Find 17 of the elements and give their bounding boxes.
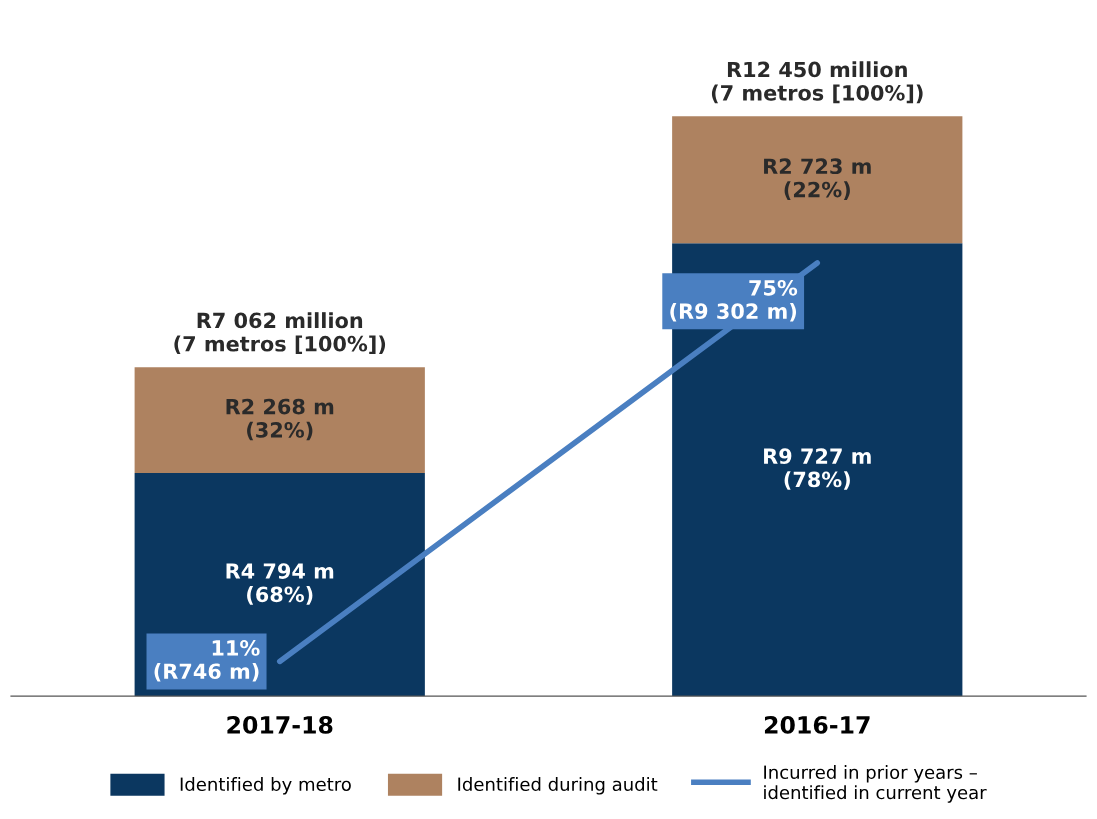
- bar: [672, 243, 963, 697]
- x-tick-label: 2017-18: [227, 716, 333, 734]
- legend-label: Incurred in prior years – identified in current year: [764, 765, 987, 803]
- total-label: R12 450 million (7 metros [100%]): [711, 61, 923, 104]
- legend-label: Identified during audit: [458, 777, 658, 795]
- data-label: 11% (R746 m): [154, 640, 260, 682]
- data-label: R2 268 m (32%): [226, 398, 334, 441]
- x-tick-label: 2016-17: [764, 716, 870, 734]
- bar: [134, 472, 425, 697]
- bar: [672, 116, 963, 244]
- data-label: R9 727 m (78%): [764, 448, 871, 490]
- bar: [134, 367, 425, 473]
- legend-label: Identified by metro: [180, 777, 351, 795]
- data-label: R2 723 m (22%): [764, 158, 871, 200]
- total-label: R7 062 million (7 metros [100%]): [174, 312, 386, 355]
- data-label: 75% (R9 302 m): [670, 279, 798, 322]
- data-label: R4 794 m (68%): [226, 563, 334, 605]
